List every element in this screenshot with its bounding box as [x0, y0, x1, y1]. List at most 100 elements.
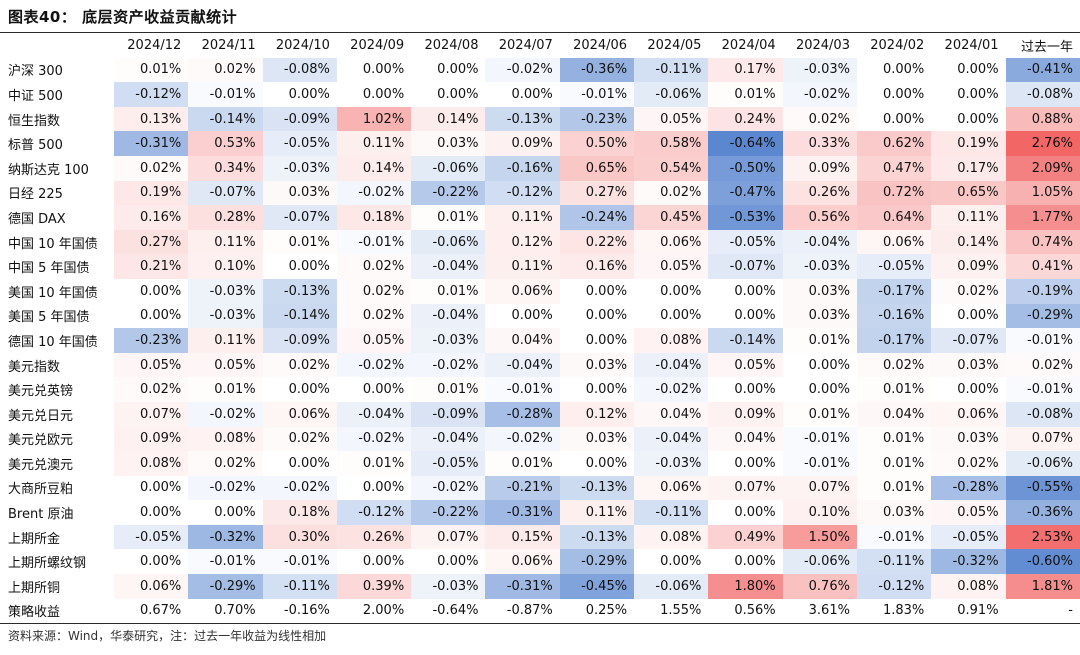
- heat-cell: -0.16%: [856, 303, 932, 329]
- heat-cell: -0.01%: [782, 451, 857, 476]
- heat-cell: -0.21%: [485, 475, 560, 501]
- heat-cell: -0.03%: [411, 328, 486, 353]
- heat-cell: 0.76%: [782, 574, 857, 599]
- column-header: 2024/06: [573, 37, 628, 53]
- heat-cell: 0.05%: [336, 328, 412, 353]
- heat-cell: 0.03%: [262, 180, 337, 206]
- heat-cell: 0.11%: [485, 205, 560, 230]
- heat-cell: 0.01%: [856, 377, 932, 402]
- heat-cell: 0.01%: [856, 475, 932, 501]
- heat-cell: 0.00%: [708, 500, 783, 525]
- heat-cell: 0.06%: [485, 278, 560, 304]
- heat-cell: 0.47%: [856, 155, 932, 181]
- heat-cell: -0.07%: [931, 328, 1006, 353]
- row-label: 美国 5 年国债: [8, 310, 90, 326]
- table-row: 美元兑澳元 0.08% 0.02% 0.00% 0.01% -0.05% 0.01% 0.00…: [0, 451, 1080, 476]
- heat-cell: 0.08%: [931, 574, 1006, 599]
- heat-cell: 0.00%: [114, 303, 189, 329]
- heat-cell: 0.00%: [708, 549, 783, 575]
- row-label: Brent 原油: [8, 507, 74, 523]
- heat-cell: -0.53%: [708, 205, 783, 230]
- table-row: 恒生指数 0.13% -0.14% -0.09% 1.02% 0.14% -0.13% -0.…: [0, 106, 1080, 132]
- heat-cell: 0.02%: [336, 254, 412, 279]
- heat-cell: 0.00%: [931, 303, 1006, 329]
- summary-cell: -0.87%: [485, 598, 560, 625]
- table-row: 中国 10 年国债 0.27% 0.11% 0.01% -0.01% -0.06% 0.12…: [0, 229, 1080, 255]
- heat-cell: 0.30%: [262, 524, 337, 550]
- heat-cell: 0.11%: [336, 131, 412, 156]
- heat-cell: 0.01%: [485, 451, 560, 476]
- heat-cell: 0.01%: [411, 278, 486, 304]
- heat-cell: -0.45%: [559, 574, 635, 599]
- heat-cell: -0.29%: [559, 549, 635, 575]
- column-header: 过去一年: [1020, 39, 1073, 55]
- heat-cell: 0.08%: [634, 328, 709, 353]
- column-header: 2024/01: [944, 37, 999, 53]
- heat-cell: 0.06%: [485, 549, 560, 575]
- heat-cell: 0.45%: [634, 205, 709, 230]
- heat-cell: 0.00%: [856, 106, 932, 132]
- heat-cell: -0.06%: [634, 82, 709, 107]
- heat-cell: -0.02%: [485, 57, 560, 83]
- heat-cell: 0.02%: [931, 451, 1006, 476]
- heat-cell: 0.26%: [336, 524, 412, 550]
- heat-cell: 0.00%: [782, 352, 857, 378]
- heat-cell: -0.01%: [856, 524, 932, 550]
- heat-cell: 0.00%: [262, 451, 337, 476]
- heat-cell: 0.41%: [1005, 254, 1080, 279]
- heat-cell: -0.01%: [188, 82, 263, 107]
- heat-cell: -0.12%: [856, 574, 932, 599]
- source-note: 资料来源：Wind，华泰研究，注：过去一年收益为线性相加: [8, 629, 327, 643]
- heat-cell: 0.49%: [708, 524, 783, 550]
- heat-cell: -0.08%: [1005, 82, 1080, 107]
- chart-title: 图表40： 底层资产收益贡献统计: [8, 8, 238, 26]
- column-header: 2024/05: [647, 37, 702, 53]
- heat-cell: -0.04%: [411, 254, 486, 279]
- heat-cell: 1.81%: [1005, 574, 1080, 599]
- heat-cell: 0.04%: [485, 328, 560, 353]
- heat-cell: -0.04%: [336, 401, 412, 427]
- heat-cell: -0.31%: [485, 574, 560, 599]
- heat-cell: -0.03%: [188, 303, 263, 329]
- heat-cell: 0.00%: [336, 549, 412, 575]
- heat-cell: 0.06%: [634, 229, 709, 255]
- row-label: 中国 10 年国债: [8, 236, 98, 252]
- table-row: 美元兑欧元 0.09% 0.08% 0.02% -0.02% -0.04% -0.02% 0.…: [0, 426, 1080, 452]
- heat-cell: -0.02%: [262, 475, 337, 501]
- heat-cell: 0.04%: [856, 401, 932, 427]
- heat-cell: 0.14%: [931, 229, 1006, 255]
- heat-cell: 0.07%: [708, 475, 783, 501]
- heat-cell: -0.04%: [634, 426, 709, 452]
- heat-cell: -0.11%: [634, 57, 709, 83]
- heat-cell: -0.02%: [782, 82, 857, 107]
- heat-cell: -0.11%: [856, 549, 932, 575]
- heat-cell: 0.00%: [485, 303, 560, 329]
- row-label: 日经 225: [8, 187, 63, 203]
- row-label: 美元兑澳元: [8, 457, 74, 473]
- heat-cell: -0.03%: [782, 57, 857, 83]
- heat-cell: -0.28%: [485, 401, 560, 427]
- heat-cell: 0.00%: [114, 475, 189, 501]
- heat-cell: 0.00%: [411, 549, 486, 575]
- heat-cell: -0.05%: [262, 131, 337, 156]
- heat-cell: 1.50%: [782, 524, 857, 550]
- row-label: 大商所豆粕: [8, 482, 74, 498]
- row-label: 美国 10 年国债: [8, 285, 98, 301]
- heat-cell: -0.01%: [485, 377, 560, 402]
- heat-cell: 0.08%: [634, 524, 709, 550]
- heat-cell: 0.11%: [188, 229, 263, 255]
- summary-cell: 3.61%: [782, 598, 857, 625]
- heat-cell: 0.18%: [336, 205, 412, 230]
- row-label: 上期所金: [8, 531, 61, 547]
- heat-cell: 0.09%: [708, 401, 783, 427]
- heat-cell: 0.02%: [931, 278, 1006, 304]
- heat-cell: -0.02%: [411, 352, 486, 378]
- heat-cell: -0.29%: [188, 574, 263, 599]
- summary-cell: 2.00%: [336, 598, 412, 625]
- row-label: 美元兑英镑: [8, 384, 74, 400]
- heat-cell: 0.00%: [634, 549, 709, 575]
- heat-cell: -0.14%: [708, 328, 783, 353]
- heat-cell: 0.64%: [856, 205, 932, 230]
- column-header: 2024/03: [795, 37, 850, 53]
- heat-cell: 0.02%: [262, 426, 337, 452]
